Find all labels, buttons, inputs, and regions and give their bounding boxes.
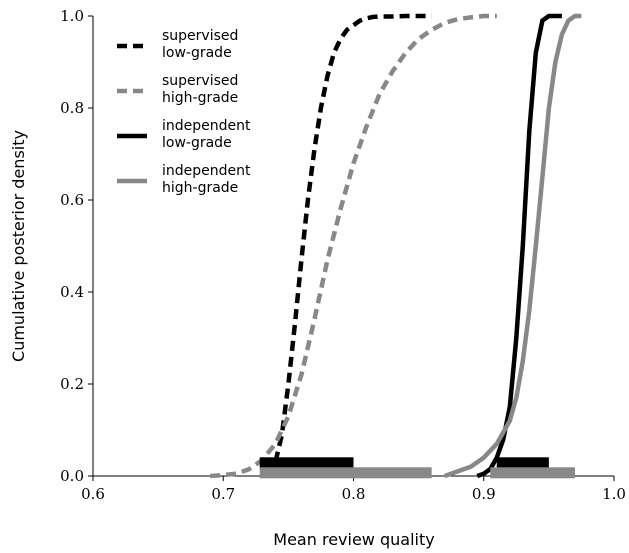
hpd-bar-1 (259, 457, 354, 469)
y-tick-label: 0.0 (60, 467, 84, 485)
legend-label-1: low-grade (162, 45, 232, 61)
series-line-2 (210, 13, 497, 479)
legend-label-3: low-grade (162, 135, 232, 151)
x-tick-label: 0.8 (342, 485, 366, 503)
hpd-bar-2 (259, 467, 432, 479)
legend-label-2: supervised (162, 73, 238, 89)
legend-label-3: independent (162, 118, 251, 134)
y-tick-label: 0.4 (60, 283, 84, 301)
legend-label-4: high-grade (162, 180, 238, 196)
hpd-bar-3 (496, 457, 549, 469)
x-tick-label: 1.0 (602, 485, 626, 503)
curves-layer (210, 13, 582, 479)
axes-layer: 0.6 0.7 0.8 0.9 1.0 0.0 0.2 0.4 0.6 0.8 1.0 (60, 7, 626, 503)
y-tick-label: 1.0 (60, 7, 84, 25)
legend: supervisedlow-gradesupervisedhigh-gradei… (117, 28, 251, 196)
x-tick-label: 0.9 (472, 485, 496, 503)
legend-label-4: independent (162, 163, 251, 179)
legend-label-2: high-grade (162, 90, 238, 106)
y-tick-label: 0.6 (60, 191, 84, 209)
hpd-bars-layer (259, 457, 575, 479)
series-line-3 (476, 13, 562, 479)
x-axis-title: Mean review quality (273, 530, 434, 549)
series-line-4 (443, 13, 582, 479)
y-tick-label: 0.2 (60, 375, 84, 393)
y-tick-label: 0.8 (60, 99, 84, 117)
hpd-bar-4 (490, 467, 575, 479)
x-tick-label: 0.7 (211, 485, 235, 503)
x-tick-label: 0.6 (81, 485, 105, 503)
y-axis-title: Cumulative posterior density (9, 130, 28, 362)
series-line-1 (266, 13, 432, 477)
legend-label-1: supervised (162, 28, 238, 44)
